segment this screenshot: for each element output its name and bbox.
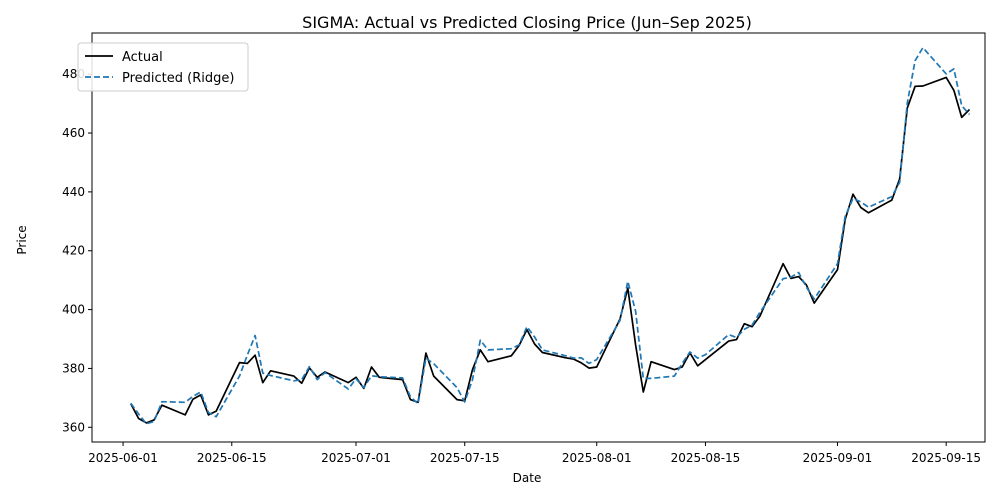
x-tick-label: 2025-06-01	[88, 451, 158, 465]
legend-box	[77, 42, 249, 92]
chart-title: SIGMA: Actual vs Predicted Closing Price…	[302, 13, 752, 32]
legend-predicted-label: Predicted (Ridge)	[122, 71, 234, 86]
x-tick-label: 2025-06-15	[197, 451, 267, 465]
x-tick-label: 2025-09-01	[803, 451, 873, 465]
y-tick-label: 420	[62, 244, 85, 258]
legend-actual-label: Actual	[122, 50, 163, 65]
x-tick-label: 2025-07-15	[430, 451, 500, 465]
y-tick-label: 380	[62, 361, 85, 375]
y-tick-label: 440	[62, 185, 85, 199]
x-tick-label: 2025-08-01	[562, 451, 632, 465]
y-tick-label: 400	[62, 303, 85, 317]
y-tick-label: 360	[62, 420, 85, 434]
x-tick-label: 2025-07-01	[321, 451, 391, 465]
y-tick-label: 460	[62, 126, 85, 140]
series-actual-line	[130, 76, 971, 424]
plot-frame	[91, 32, 986, 443]
x-tick-label: 2025-09-15	[911, 451, 981, 465]
legend: Actual Predicted (Ridge)	[77, 42, 249, 92]
series-predicted-line	[130, 46, 971, 425]
plot-area	[130, 46, 971, 425]
x-tick-label: 2025-08-15	[671, 451, 741, 465]
x-axis-label: Date	[513, 471, 542, 485]
y-axis-label: Price	[15, 225, 29, 254]
x-axis: 2025-06-01 2025-06-15 2025-07-01 2025-07-15…	[88, 442, 981, 465]
